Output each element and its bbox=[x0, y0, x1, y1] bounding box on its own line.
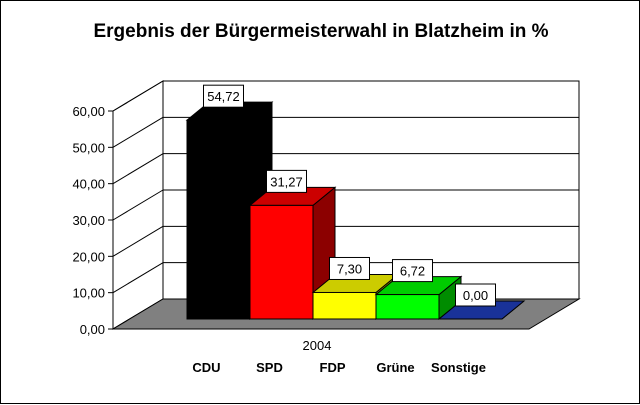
data-label: 6,72 bbox=[392, 259, 433, 283]
y-tick-label: 50,00 bbox=[72, 140, 105, 155]
gridline-side bbox=[112, 225, 164, 257]
y-tick-label: 10,00 bbox=[72, 286, 105, 301]
legend-entry: Grüne bbox=[376, 360, 414, 375]
svg-text:7,30: 7,30 bbox=[337, 261, 362, 276]
y-tick-label: 60,00 bbox=[72, 104, 105, 119]
data-label: 54,72 bbox=[203, 84, 244, 108]
gridline-side bbox=[112, 80, 164, 112]
gridline-side bbox=[112, 262, 164, 294]
y-tick-label: 30,00 bbox=[72, 213, 105, 228]
gridline-side bbox=[112, 116, 164, 148]
data-labels: 54,72 31,27 7,30 6,72 0,00 bbox=[203, 84, 496, 307]
y-tick-label: 20,00 bbox=[72, 249, 105, 264]
legend-entry: FDP bbox=[320, 360, 346, 375]
y-tick-label: 0,00 bbox=[80, 322, 105, 337]
y-axis-ticks: 0,00 10,00 20,00 30,00 40,00 50,00 60,00 bbox=[72, 104, 113, 337]
data-label: 0,00 bbox=[455, 283, 496, 307]
y-tick-label: 40,00 bbox=[72, 177, 105, 192]
legend-entry: SPD bbox=[256, 360, 283, 375]
bars bbox=[185, 101, 526, 321]
x-axis-category-label: 2004 bbox=[303, 338, 332, 353]
chart-title: Ergebnis der Bürgermeisterwahl in Blatzh… bbox=[93, 21, 548, 42]
legend-entry: CDU bbox=[192, 360, 220, 375]
gridline-side bbox=[112, 153, 164, 185]
legend: CDU SPD FDP Grüne Sonstige bbox=[192, 360, 486, 375]
svg-text:6,72: 6,72 bbox=[400, 264, 425, 279]
svg-text:31,27: 31,27 bbox=[270, 174, 303, 189]
data-label: 31,27 bbox=[266, 169, 307, 193]
legend-entry: Sonstige bbox=[431, 360, 486, 375]
svg-text:0,00: 0,00 bbox=[463, 288, 488, 303]
gridline-side bbox=[112, 189, 164, 221]
data-label: 7,30 bbox=[329, 256, 370, 280]
bar-spd bbox=[248, 186, 337, 321]
svg-text:54,72: 54,72 bbox=[207, 89, 240, 104]
